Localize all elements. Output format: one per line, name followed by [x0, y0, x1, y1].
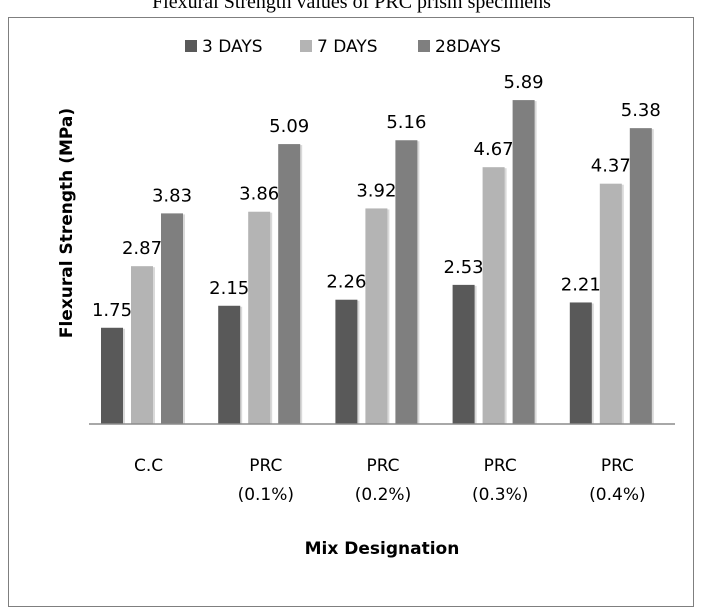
- legend-label: 3 DAYS: [202, 37, 263, 57]
- bar: [452, 284, 475, 424]
- x-tick-labels: C.C PRC (0.1%) PRC (0.2%) PRC (0.3%) PRC (0.4%): [134, 456, 646, 505]
- x-tick-label: PRC: [601, 456, 634, 476]
- bar: [131, 266, 153, 424]
- data-label: 3.86: [239, 184, 279, 205]
- bar: [161, 213, 183, 424]
- chart-title: Flexural Strength values of PRC prism sp…: [152, 0, 551, 13]
- bar: [569, 302, 592, 424]
- data-label: 4.67: [474, 139, 514, 160]
- legend-swatch: [185, 40, 197, 52]
- bar-chart: 3 DAYS 7 DAYS 28DAYS 1.75 2.15 2.26 2.53 2.21 2…: [57, 37, 675, 559]
- data-label: 2.53: [444, 257, 484, 278]
- bar: [482, 167, 505, 424]
- x-tick-label: C.C: [134, 456, 163, 476]
- legend-label: 7 DAYS: [317, 37, 378, 57]
- data-label: 4.37: [591, 156, 631, 177]
- data-label: 2.21: [561, 274, 601, 295]
- data-label: 5.38: [621, 100, 661, 121]
- data-label: 5.09: [269, 116, 309, 137]
- value-labels: 1.75 2.15 2.26 2.53 2.21 2.87 3.86 3.92 4.67 4.37…: [92, 72, 661, 321]
- bar: [218, 305, 241, 424]
- bar: [365, 208, 388, 424]
- bar: [335, 299, 358, 424]
- data-label: 1.75: [92, 300, 132, 321]
- data-label: 5.16: [386, 112, 426, 133]
- data-label: 2.26: [326, 272, 366, 293]
- data-label: 5.89: [504, 72, 544, 93]
- x-tick-label: (0.1%): [238, 485, 294, 505]
- bar: [395, 140, 418, 425]
- bar: [629, 128, 652, 424]
- legend: 3 DAYS 7 DAYS 28DAYS: [185, 37, 501, 57]
- bar: [599, 183, 622, 424]
- data-label: 2.15: [209, 278, 249, 299]
- legend-label: 28DAYS: [435, 37, 501, 57]
- legend-swatch: [418, 40, 430, 52]
- x-tick-label: (0.3%): [472, 485, 528, 505]
- y-axis-title: Flexural Strength (MPa): [57, 108, 77, 338]
- x-tick-label: (0.2%): [355, 485, 411, 505]
- data-label: 3.83: [152, 185, 192, 206]
- bar: [512, 100, 535, 425]
- x-tick-label: PRC: [249, 456, 282, 476]
- x-axis-title: Mix Designation: [305, 539, 460, 559]
- x-tick-label: PRC: [366, 456, 399, 476]
- bar: [278, 144, 301, 425]
- bar: [101, 327, 123, 424]
- data-label: 3.92: [356, 180, 396, 201]
- legend-swatch: [300, 40, 312, 52]
- x-tick-label: (0.4%): [589, 485, 645, 505]
- bars: [101, 100, 654, 425]
- bar: [248, 211, 271, 424]
- x-tick-label: PRC: [484, 456, 517, 476]
- data-label: 2.87: [122, 238, 162, 259]
